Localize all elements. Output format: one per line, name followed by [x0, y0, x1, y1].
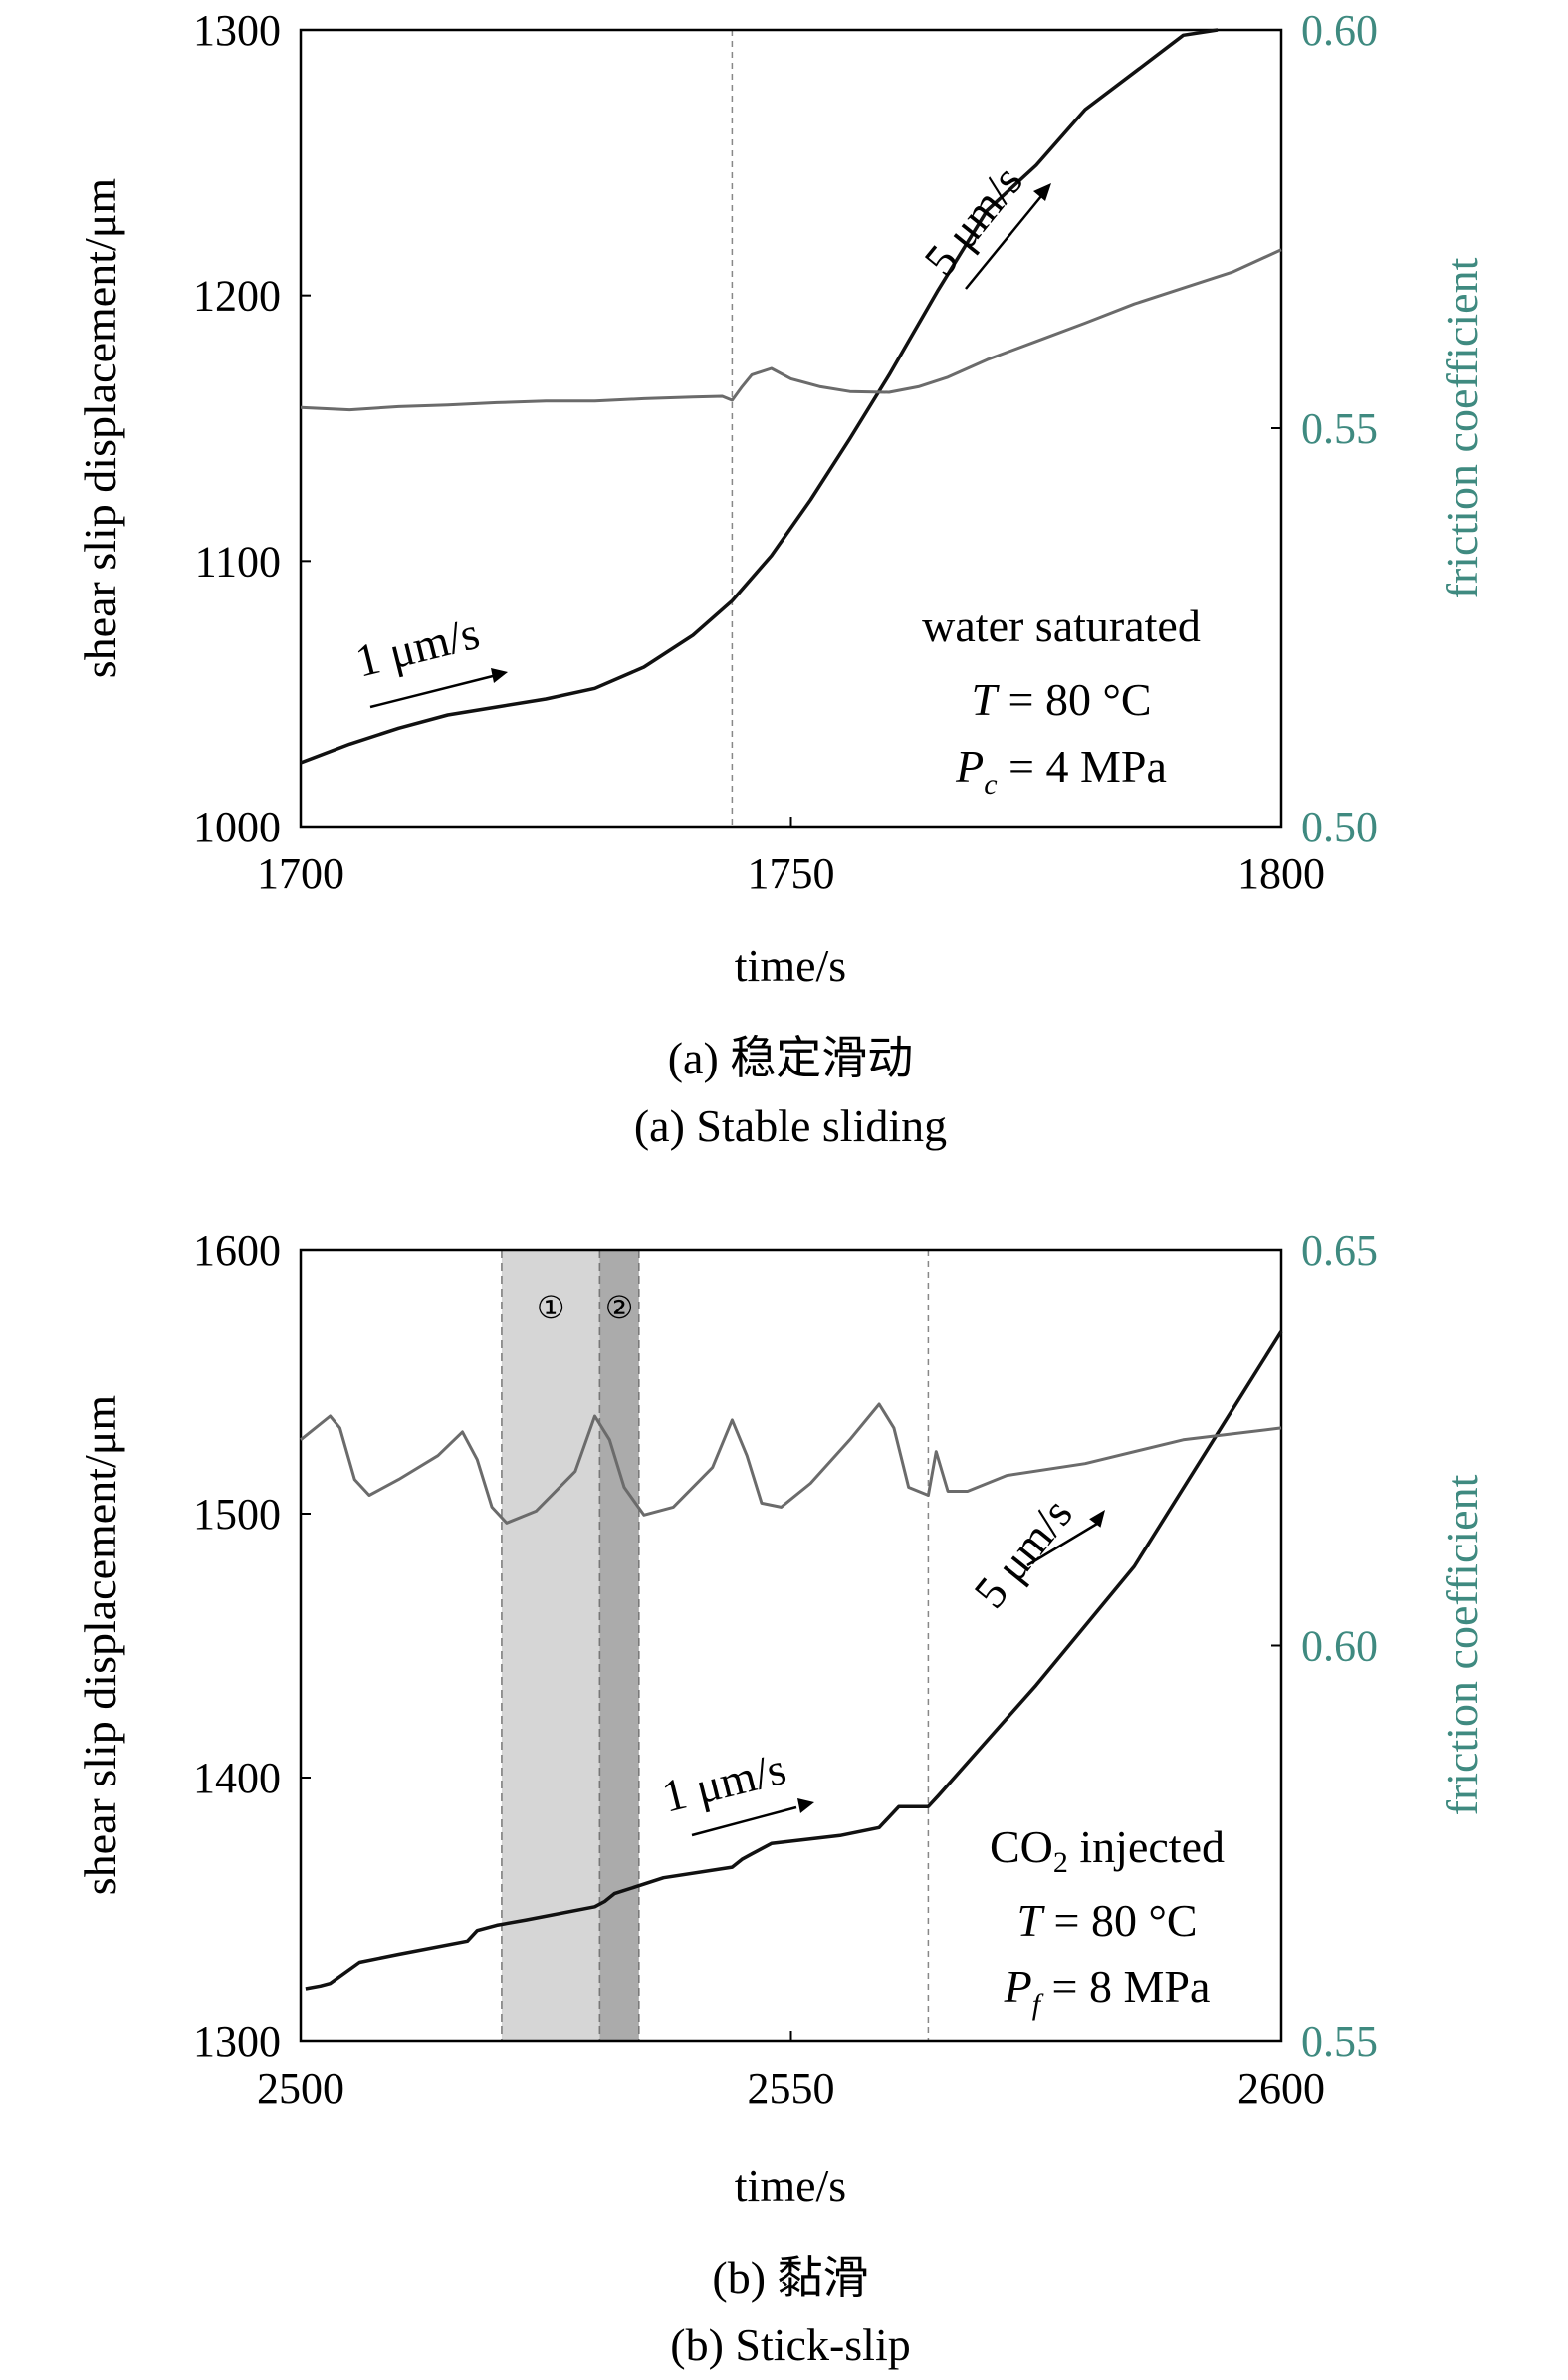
- friction-coefficient-line: [300, 1402, 1282, 1525]
- rate2-arrow: [965, 195, 1042, 290]
- x-tick-label: 2600: [1237, 2064, 1325, 2113]
- y2-axis-label: friction coefficient: [1437, 1474, 1487, 1815]
- rate2-arrow: [1026, 1522, 1098, 1567]
- y2-tick-label: 0.65: [1301, 1226, 1378, 1275]
- pressure-value: = 4 MPa: [998, 741, 1167, 792]
- pressure-symbol: P: [955, 741, 984, 792]
- pressure-subscript: c: [984, 768, 997, 801]
- temperature-label: T = 80 °C: [1016, 1895, 1197, 1946]
- x-tick-label: 1700: [257, 849, 344, 898]
- shaded-region-label: ②: [605, 1290, 634, 1325]
- y-tick-label: 1400: [193, 1754, 281, 1802]
- y-tick-label: 1300: [193, 2018, 281, 2066]
- displacement-line: [305, 1330, 1283, 1991]
- y-axis-label: shear slip displacement/μm: [75, 1395, 125, 1896]
- x-tick-label: 1800: [1237, 849, 1325, 898]
- condition-label: CO2 injected: [990, 1821, 1225, 1879]
- caption-en: (a) Stable sliding: [634, 1100, 947, 1151]
- x-axis-label: time/s: [735, 2160, 846, 2211]
- y2-tick-label: 0.60: [1301, 1622, 1378, 1671]
- y2-axis-label: friction coefficient: [1437, 257, 1487, 598]
- rate2-label: 5 μm/s: [964, 1489, 1082, 1618]
- panel-a: 1700 1750 1800 1000 1100 1200 1300 0.50 0.55 0.60…: [75, 6, 1487, 1151]
- temperature-value: = 80 °C: [997, 674, 1152, 725]
- x-tick-label: 2500: [257, 2064, 344, 2113]
- x-tick-label: 2550: [748, 2064, 835, 2113]
- rate1-arrow: [691, 1805, 797, 1837]
- friction-coefficient-line: [300, 248, 1282, 412]
- y-tick-label: 1000: [193, 803, 281, 851]
- y2-tick-label: 0.55: [1301, 2018, 1378, 2066]
- rate1-label: 1 μm/s: [657, 1743, 790, 1822]
- temperature-symbol: T: [971, 674, 1000, 725]
- y-tick-label: 1500: [193, 1490, 281, 1539]
- pressure-label: Pf = 8 MPa: [1004, 1961, 1211, 2021]
- shaded-region-label: ①: [537, 1290, 565, 1325]
- rate2-arrowhead: [1033, 183, 1051, 201]
- temperature-value: = 80 °C: [1042, 1895, 1198, 1946]
- temperature-label: T = 80 °C: [971, 674, 1151, 725]
- caption-cn: (b) 黏滑: [712, 2253, 868, 2303]
- displacement-line: [300, 28, 1219, 765]
- condition-label: water saturated: [922, 600, 1201, 651]
- y-tick-label: 1300: [193, 6, 281, 55]
- shaded-region-2: [599, 1250, 639, 2041]
- pressure-label: Pc = 4 MPa: [955, 741, 1167, 801]
- y2-tick-label: 0.60: [1301, 6, 1378, 55]
- panel-b: ① ② 2500 2550 2600 1300 1400 1500 1600 0.55 0.60 0…: [75, 1226, 1487, 2370]
- temperature-symbol: T: [1016, 1895, 1045, 1946]
- caption-en: (b) Stick-slip: [670, 2319, 910, 2370]
- pressure-symbol: P: [1004, 1961, 1032, 2012]
- rate2-label: 5 μm/s: [914, 156, 1032, 286]
- x-tick-label: 1750: [748, 849, 835, 898]
- caption-cn: (a) 稳定滑动: [668, 1033, 914, 1083]
- y-tick-label: 1200: [193, 272, 281, 321]
- y2-tick-label: 0.50: [1301, 803, 1378, 851]
- pressure-value: = 8 MPa: [1040, 1961, 1210, 2012]
- y-tick-label: 1100: [195, 537, 281, 586]
- rate1-arrowhead: [491, 668, 508, 683]
- condition-suffix: injected: [1068, 1821, 1225, 1872]
- rate1-label: 1 μm/s: [350, 607, 484, 687]
- rate1-arrowhead: [797, 1798, 814, 1813]
- rate1-arrow: [369, 674, 494, 709]
- y2-tick-label: 0.55: [1301, 404, 1378, 453]
- x-axis-label: time/s: [735, 940, 846, 991]
- y-axis-label: shear slip displacement/μm: [75, 178, 125, 679]
- y-tick-label: 1600: [193, 1226, 281, 1275]
- condition-subscript: 2: [1053, 1846, 1068, 1879]
- rate2-arrowhead: [1089, 1510, 1105, 1528]
- condition-prefix: CO: [990, 1821, 1053, 1872]
